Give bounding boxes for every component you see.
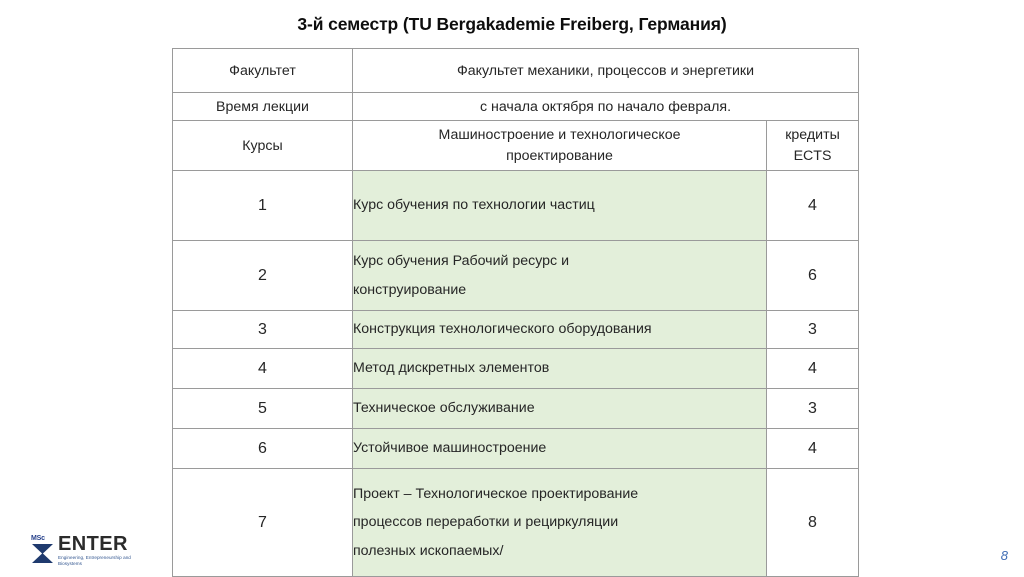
course-name-line2: конструирование <box>353 281 467 298</box>
table-header-row: Курсы Машиностроение и технологическое п… <box>172 120 859 171</box>
msc-enter-logo: MSc ENTER Engineering, Entrepreneurship … <box>30 532 152 568</box>
column-header-subject-line2: проектирование <box>506 147 613 164</box>
table-row: 2 Курс обучения Рабочий ресурс и констру… <box>172 240 859 311</box>
course-name: Устойчивое машиностроение <box>352 428 767 469</box>
faculty-value: Факультет механики, процессов и энергети… <box>352 48 859 93</box>
course-name: Курс обучения Рабочий ресурс и конструир… <box>352 240 767 311</box>
column-header-subject: Машиностроение и технологическое проекти… <box>352 120 767 171</box>
course-ects: 4 <box>766 348 859 389</box>
course-number: 2 <box>172 240 353 311</box>
table-row: 3 Конструкция технологического оборудова… <box>172 310 859 349</box>
table-row-faculty: Факультет Факультет механики, процессов … <box>172 48 859 93</box>
course-name: Курс обучения по технологии частиц <box>352 170 767 241</box>
course-number: 1 <box>172 170 353 241</box>
course-name: Метод дискретных элементов <box>352 348 767 389</box>
logo-msc-text: MSc <box>31 535 45 542</box>
table-row: 1 Курс обучения по технологии частиц 4 <box>172 170 859 241</box>
course-ects: 8 <box>766 468 859 577</box>
course-number: 4 <box>172 348 353 389</box>
course-ects: 3 <box>766 388 859 429</box>
course-name: Техническое обслуживание <box>352 388 767 429</box>
course-ects: 4 <box>766 170 859 241</box>
faculty-label: Факультет <box>172 48 353 93</box>
course-name: Проект – Технологическое проектирование … <box>352 468 767 577</box>
course-number: 5 <box>172 388 353 429</box>
lecture-time-label: Время лекции <box>172 92 353 121</box>
bowtie-icon: MSc <box>30 535 56 564</box>
semester-course-table: Факультет Факультет механики, процессов … <box>172 48 859 577</box>
course-ects: 6 <box>766 240 859 311</box>
column-header-credits-line1: кредиты <box>785 126 840 143</box>
table-row: 4 Метод дискретных элементов 4 <box>172 348 859 389</box>
course-name-line2: процессов переработки и рециркуляции <box>353 514 619 531</box>
course-name-line1: Курс обучения Рабочий ресурс и <box>353 253 570 270</box>
column-header-courses: Курсы <box>172 120 353 171</box>
course-name-line3: полезных ископаемых/ <box>353 542 504 559</box>
logo-tagline: Engineering, Entrepreneurship and Biosys… <box>58 554 131 566</box>
course-number: 7 <box>172 468 353 577</box>
column-header-credits: кредиты ECTS <box>766 120 859 171</box>
course-number: 6 <box>172 428 353 469</box>
course-name: Конструкция технологического оборудовани… <box>352 310 767 349</box>
table-row-lecture-time: Время лекции с начала октября по начало … <box>172 92 859 121</box>
course-ects: 3 <box>766 310 859 349</box>
logo-name: ENTER <box>58 532 128 555</box>
logo-text-wrap: ENTER Engineering, Entrepreneurship and … <box>58 532 154 567</box>
table-row: 6 Устойчивое машиностроение 4 <box>172 428 859 469</box>
column-header-credits-line2: ECTS <box>793 147 832 164</box>
course-number: 3 <box>172 310 353 349</box>
table-row: 7 Проект – Технологическое проектировани… <box>172 468 859 577</box>
table-row: 5 Техническое обслуживание 3 <box>172 388 859 429</box>
column-header-subject-line1: Машиностроение и технологическое <box>438 126 681 143</box>
lecture-time-value: с начала октября по начало февраля. <box>352 92 859 121</box>
page-title: 3-й семестр (TU Bergakademie Freiberg, Г… <box>297 14 727 34</box>
course-ects: 4 <box>766 428 859 469</box>
bowtie-shape <box>32 544 53 563</box>
course-name-line1: Проект – Технологическое проектирование <box>353 485 639 502</box>
page-number: 8 <box>1000 548 1008 563</box>
